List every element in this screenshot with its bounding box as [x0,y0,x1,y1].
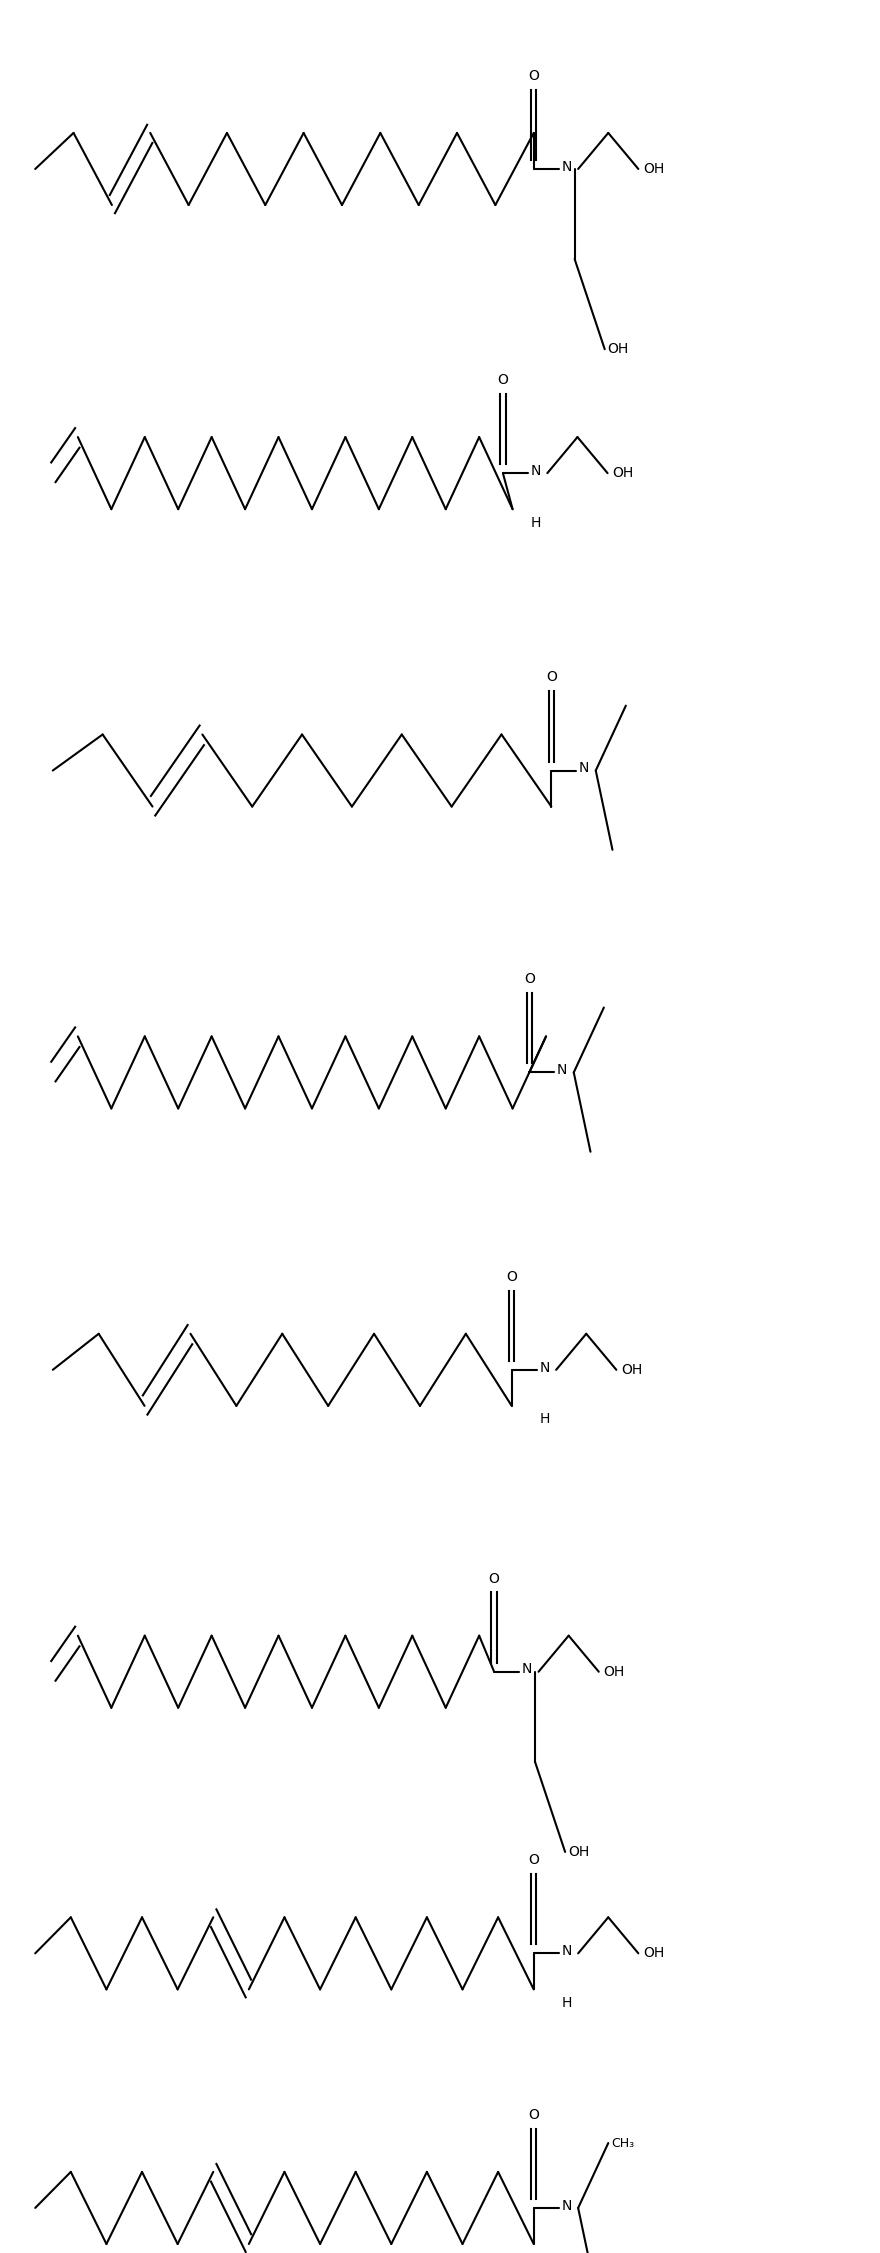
Text: O: O [528,70,539,83]
Text: H: H [531,516,541,529]
Text: CH₃: CH₃ [611,2136,634,2149]
Text: O: O [506,1271,517,1284]
Text: H: H [539,1413,550,1426]
Text: N: N [561,160,572,173]
Text: OH: OH [568,1845,589,1859]
Text: O: O [488,1573,500,1586]
Text: N: N [522,1663,532,1676]
Text: O: O [528,2109,539,2122]
Text: H: H [561,1996,572,2010]
Text: O: O [528,1854,539,1868]
Text: O: O [497,374,509,388]
Text: N: N [561,2199,572,2212]
Text: N: N [531,464,541,478]
Text: N: N [579,762,590,775]
Text: OH: OH [612,466,634,480]
Text: N: N [561,1944,572,1958]
Text: N: N [539,1361,550,1374]
Text: OH: OH [620,1363,642,1377]
Text: OH: OH [642,162,664,176]
Text: N: N [557,1063,568,1077]
Text: O: O [524,973,535,987]
Text: O: O [546,671,557,685]
Text: OH: OH [607,342,628,356]
Text: OH: OH [603,1665,625,1678]
Text: OH: OH [642,1947,664,1960]
